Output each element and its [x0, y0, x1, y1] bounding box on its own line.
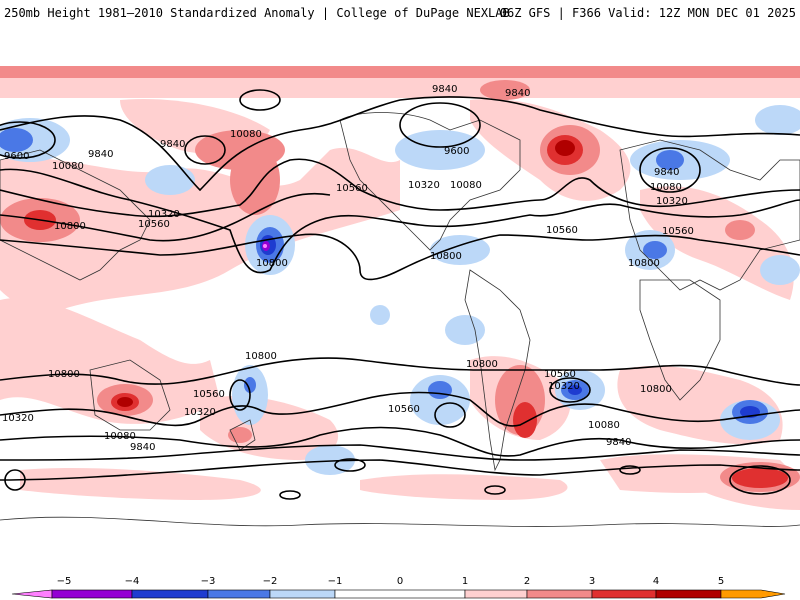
contour-label: 10800 [466, 359, 498, 370]
colorbar-segments [11, 589, 786, 599]
contour-label: 10560 [193, 389, 225, 400]
colorbar-segment [51, 589, 133, 599]
anomaly-map: 9600 9840 10080 10320 10560 10800 9840 1… [0, 40, 800, 560]
contour-label: 10320 [2, 413, 34, 424]
colorbar-tick-label: −5 [57, 576, 72, 587]
contour-label: 9600 [4, 151, 29, 162]
contour-label: 10800 [640, 384, 672, 395]
contour-label: 10320 [184, 407, 216, 418]
colorbar-segment [131, 589, 209, 599]
colorbar-tick-label: 0 [397, 576, 403, 587]
contour-label: 9840 [432, 84, 457, 95]
colorbar-tick-label: 3 [589, 576, 595, 587]
contour-label: 10560 [544, 369, 576, 380]
contour-label: 10560 [138, 219, 170, 230]
contour-label: 10320 [656, 196, 688, 207]
contour-label: 10800 [628, 258, 660, 269]
colorbar-segment [655, 589, 722, 599]
colorbar-tick-label: 5 [718, 576, 724, 587]
contour-label: 10080 [650, 182, 682, 193]
contour-label: 9840 [606, 437, 631, 448]
anomaly-shading [0, 66, 800, 78]
colorbar-tick-label: −2 [263, 576, 278, 587]
contour-label: 10800 [245, 351, 277, 362]
contour-label: 10800 [48, 369, 80, 380]
contour-label: 9840 [130, 442, 155, 453]
colorbar-tick-label: 4 [653, 576, 659, 587]
contour-label: 10080 [104, 431, 136, 442]
contour-label: 9840 [88, 149, 113, 160]
contour-label: 10080 [230, 129, 262, 140]
colorbar-segment [464, 589, 528, 599]
anomaly-shading [0, 78, 800, 98]
contour-label: 10800 [430, 251, 462, 262]
contour-label: 10800 [256, 258, 288, 269]
colorbar-tick-label: −4 [125, 576, 140, 587]
colorbar-tick-label: 1 [462, 576, 468, 587]
contour-label: 10560 [388, 404, 420, 415]
colorbar-ticks: −5 −4 −3 −2 −1 0 1 2 3 4 5 [57, 576, 725, 587]
coastlines [0, 112, 800, 527]
contour-label: 10320 [148, 209, 180, 220]
colorbar: −5 −4 −3 −2 −1 0 1 2 3 4 5 [11, 576, 786, 599]
contour-labels: 9600 9840 10080 10320 10560 10800 9840 1… [2, 84, 694, 453]
colorbar-segment [269, 589, 336, 599]
positive-anomaly-cores [24, 135, 788, 488]
contour-label: 9600 [444, 146, 469, 157]
contour-label: 10320 [548, 381, 580, 392]
contour-label: 10800 [54, 221, 86, 232]
colorbar-segment [334, 589, 466, 599]
colorbar-segment [720, 589, 786, 599]
contour-label: 9840 [654, 167, 679, 178]
colorbar-tick-label: −3 [201, 576, 216, 587]
header-bar: 250mb Height 1981–2010 Standardized Anom… [0, 0, 800, 26]
colorbar-segment [11, 589, 53, 599]
colorbar-segment [207, 589, 271, 599]
contour-label: 10080 [450, 180, 482, 191]
contour-label: 10560 [336, 183, 368, 194]
colorbar-tick-label: 2 [524, 576, 530, 587]
contour-label: 10320 [408, 180, 440, 191]
contour-label: 10560 [662, 226, 694, 237]
height-contours [0, 89, 800, 500]
contour-label: 9840 [505, 88, 530, 99]
colorbar-tick-label: −1 [328, 576, 343, 587]
colorbar-segment [591, 589, 657, 599]
contour-label: 10560 [546, 225, 578, 236]
contour-label: 9840 [160, 139, 185, 150]
contour-label: 10080 [588, 420, 620, 431]
model-run-info: 06Z GFS | F366 Valid: 12Z MON DEC 01 202… [499, 6, 796, 20]
contour-label: 10080 [52, 161, 84, 172]
colorbar-segment [526, 589, 593, 599]
map-title: 250mb Height 1981–2010 Standardized Anom… [4, 6, 510, 20]
